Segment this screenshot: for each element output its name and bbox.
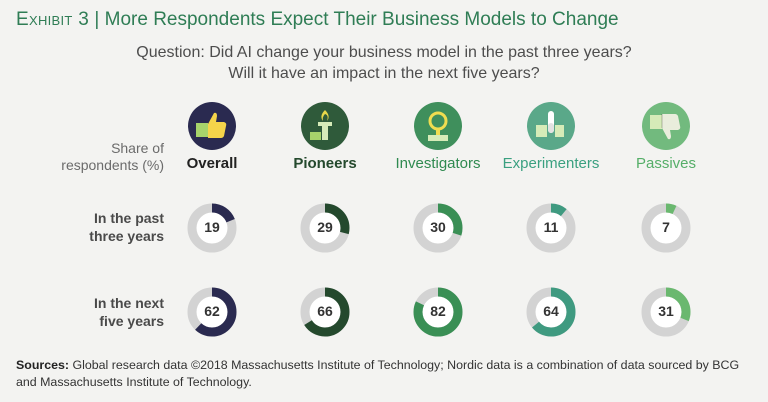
donut-value-experimenters-next: 64 — [543, 303, 559, 319]
donut-value-pioneers-next: 66 — [317, 303, 333, 319]
exhibit-label: Exhibit 3 — [16, 9, 90, 30]
magnifier-icon — [414, 102, 462, 155]
row-label-past-line-2: three years — [89, 228, 164, 244]
donut-arc — [187, 203, 237, 253]
donut-arc — [526, 287, 576, 337]
segment-label-passives: Passives — [635, 155, 697, 172]
donut-value-passives-past: 7 — [662, 219, 670, 235]
thumbs-down-icon — [642, 102, 690, 155]
question-text: Question: Did AI change your business mo… — [0, 42, 768, 84]
donut-passives-next — [641, 287, 691, 337]
row-label-next-line-2: five years — [99, 313, 164, 329]
donut-experimenters-past — [526, 203, 576, 253]
donut-center — [535, 296, 567, 328]
sources-label: Sources: — [16, 358, 70, 372]
donut-value-pioneers-past: 29 — [317, 219, 333, 235]
donut-center — [422, 212, 454, 244]
exhibit-title: Exhibit 3 | More Respondents Expect Thei… — [16, 9, 619, 31]
row-label-past-line-1: In the past — [93, 210, 164, 226]
question-line-1: Question: Did AI change your business mo… — [136, 44, 632, 61]
donut-center — [650, 212, 682, 244]
row-label-past: In the past three years — [40, 209, 164, 245]
donut-value-investigators-past: 30 — [430, 219, 446, 235]
segment-label-investigators: Investigators — [395, 155, 481, 172]
donut-center — [309, 212, 341, 244]
donut-value-investigators-next: 82 — [430, 303, 446, 319]
segment-label-experimenters: Experimenters — [502, 155, 600, 172]
donut-center — [309, 296, 341, 328]
segment-label-overall: Overall — [186, 155, 238, 172]
torch-icon — [301, 102, 349, 155]
donut-experimenters-next — [526, 287, 576, 337]
donut-arc — [413, 287, 463, 337]
donut-center — [535, 212, 567, 244]
donut-arc — [641, 203, 691, 253]
donut-value-overall-next: 62 — [204, 303, 220, 319]
donut-overall-next — [187, 287, 237, 337]
share-label-line-2: respondents (%) — [61, 157, 164, 173]
donut-center — [650, 296, 682, 328]
test-tube-icon — [527, 102, 575, 155]
donut-arc — [641, 287, 691, 337]
donut-center — [422, 296, 454, 328]
donut-arc — [300, 287, 350, 337]
donut-pioneers-next — [300, 287, 350, 337]
donut-pioneers-past — [300, 203, 350, 253]
row-label-next-line-1: In the next — [93, 295, 164, 311]
donut-arc — [300, 203, 350, 253]
sources-note: Sources: Global research data ©2018 Mass… — [16, 357, 756, 391]
question-line-2: Will it have an impact in the next five … — [228, 65, 540, 82]
exhibit-title-text: More Respondents Expect Their Business M… — [104, 9, 619, 30]
exhibit-separator: | — [94, 9, 100, 30]
donut-investigators-next — [413, 287, 463, 337]
donut-value-overall-past: 19 — [204, 219, 220, 235]
donut-arc — [413, 203, 463, 253]
donut-arc — [526, 203, 576, 253]
donut-value-experimenters-past: 11 — [543, 219, 559, 235]
donut-investigators-past — [413, 203, 463, 253]
thumbs-up-icon — [188, 102, 236, 155]
segment-label-pioneers: Pioneers — [293, 155, 357, 172]
donut-arc — [187, 287, 237, 337]
row-label-next: In the next five years — [40, 294, 164, 330]
donut-center — [196, 212, 228, 244]
donut-overall-past — [187, 203, 237, 253]
sources-text: Global research data ©2018 Massachusetts… — [16, 358, 740, 389]
donut-passives-past — [641, 203, 691, 253]
donut-center — [196, 296, 228, 328]
donut-value-passives-next: 31 — [658, 303, 674, 319]
share-label-line-1: Share of — [111, 140, 164, 156]
share-of-respondents-label: Share of respondents (%) — [40, 140, 164, 174]
